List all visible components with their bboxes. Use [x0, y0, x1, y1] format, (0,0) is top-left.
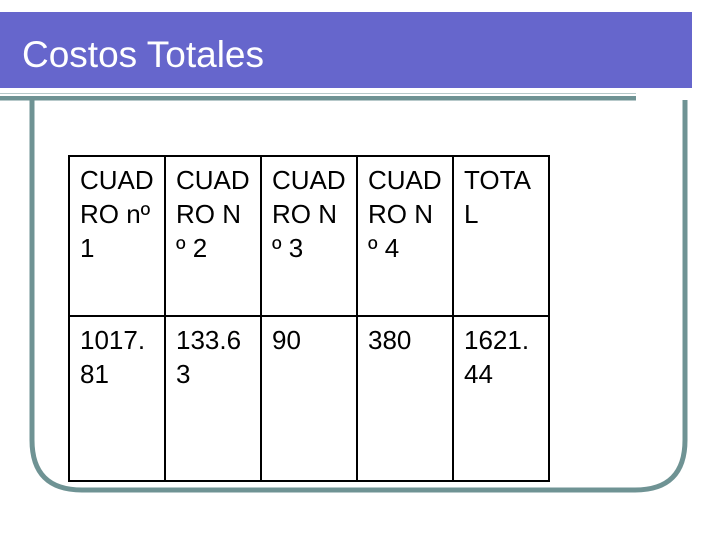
cell: 90: [260, 315, 358, 482]
cell: 1017.81: [68, 315, 166, 482]
column-header: CUADRO nº 1: [68, 155, 166, 317]
slide-title: Costos Totales: [22, 34, 264, 75]
header-bar: [0, 12, 692, 88]
column-header: TOTAL: [452, 155, 550, 317]
cell: 1621.44: [452, 315, 550, 482]
frame: [29, 100, 688, 493]
cost-table: CUADRO nº 1 CUADRO Nº 2 CUADRO Nº 3 CUADRO …: [68, 155, 550, 482]
cell: 133.63: [164, 315, 262, 482]
column-header: CUADRO Nº 3: [260, 155, 358, 317]
header-row: CUADRO nº 1 CUADRO Nº 2 CUADRO Nº 3 CUADRO …: [68, 155, 550, 317]
column-header: CUADRO Nº 2: [164, 155, 262, 317]
table-body: CUADRO nº 1 CUADRO Nº 2 CUADRO Nº 3 CUADRO …: [68, 155, 550, 482]
data-row: 1017.81 133.63 90 380 1621.44: [68, 315, 550, 482]
cell: 380: [356, 315, 454, 482]
column-header: CUADRO Nº 4: [356, 155, 454, 317]
